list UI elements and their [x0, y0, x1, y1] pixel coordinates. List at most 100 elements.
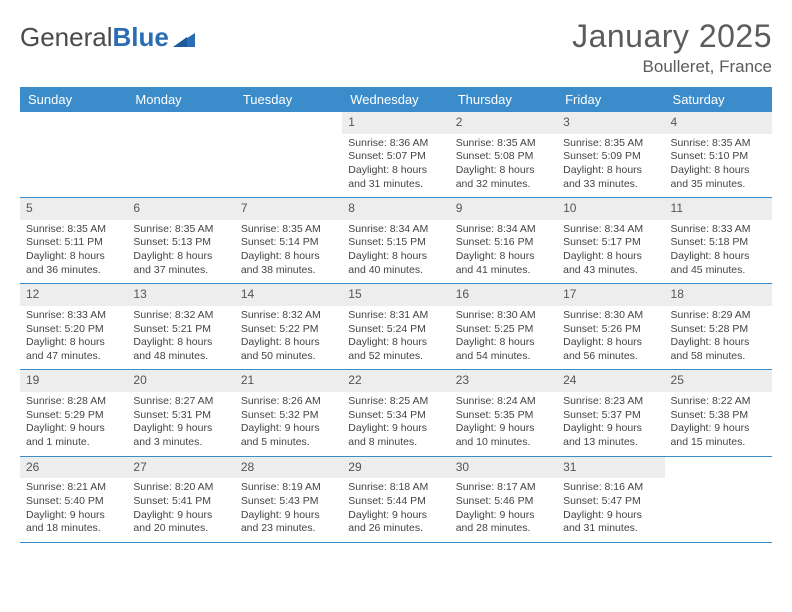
day-number: 5 — [20, 198, 127, 220]
weeks-container: 1Sunrise: 8:36 AMSunset: 5:07 PMDaylight… — [20, 112, 772, 543]
daylight-text: Daylight: 8 hours and 52 minutes. — [348, 336, 443, 363]
dayhead-sat: Saturday — [665, 87, 772, 112]
day-number: 15 — [342, 284, 449, 306]
sunrise-text: Sunrise: 8:32 AM — [133, 309, 228, 323]
sunrise-text: Sunrise: 8:25 AM — [348, 395, 443, 409]
sunrise-text: Sunrise: 8:19 AM — [241, 481, 336, 495]
daylight-text: Daylight: 8 hours and 58 minutes. — [671, 336, 766, 363]
day-content: Sunrise: 8:34 AMSunset: 5:15 PMDaylight:… — [342, 220, 449, 284]
day-number: 30 — [450, 457, 557, 479]
day-content: Sunrise: 8:35 AMSunset: 5:08 PMDaylight:… — [450, 134, 557, 198]
day-cell: 20Sunrise: 8:27 AMSunset: 5:31 PMDayligh… — [127, 370, 234, 455]
sunset-text: Sunset: 5:31 PM — [133, 409, 228, 423]
sunrise-text: Sunrise: 8:34 AM — [563, 223, 658, 237]
day-content: Sunrise: 8:17 AMSunset: 5:46 PMDaylight:… — [450, 478, 557, 542]
dayhead-tue: Tuesday — [235, 87, 342, 112]
sunset-text: Sunset: 5:32 PM — [241, 409, 336, 423]
sunrise-text: Sunrise: 8:35 AM — [671, 137, 766, 151]
sunset-text: Sunset: 5:46 PM — [456, 495, 551, 509]
sunrise-text: Sunrise: 8:35 AM — [133, 223, 228, 237]
day-cell: 1Sunrise: 8:36 AMSunset: 5:07 PMDaylight… — [342, 112, 449, 197]
week-row: 19Sunrise: 8:28 AMSunset: 5:29 PMDayligh… — [20, 370, 772, 456]
daylight-text: Daylight: 9 hours and 3 minutes. — [133, 422, 228, 449]
day-content: Sunrise: 8:34 AMSunset: 5:17 PMDaylight:… — [557, 220, 664, 284]
day-content: Sunrise: 8:27 AMSunset: 5:31 PMDaylight:… — [127, 392, 234, 456]
day-cell: 10Sunrise: 8:34 AMSunset: 5:17 PMDayligh… — [557, 198, 664, 283]
daylight-text: Daylight: 8 hours and 50 minutes. — [241, 336, 336, 363]
day-cell: 11Sunrise: 8:33 AMSunset: 5:18 PMDayligh… — [665, 198, 772, 283]
sunset-text: Sunset: 5:43 PM — [241, 495, 336, 509]
sunset-text: Sunset: 5:08 PM — [456, 150, 551, 164]
logo-triangle-icon — [173, 29, 195, 47]
daylight-text: Daylight: 8 hours and 33 minutes. — [563, 164, 658, 191]
day-number: 13 — [127, 284, 234, 306]
sunrise-text: Sunrise: 8:21 AM — [26, 481, 121, 495]
sunrise-text: Sunrise: 8:33 AM — [26, 309, 121, 323]
dayhead-wed: Wednesday — [342, 87, 449, 112]
day-content: Sunrise: 8:30 AMSunset: 5:26 PMDaylight:… — [557, 306, 664, 370]
day-content: Sunrise: 8:28 AMSunset: 5:29 PMDaylight:… — [20, 392, 127, 456]
day-number: 21 — [235, 370, 342, 392]
daylight-text: Daylight: 9 hours and 13 minutes. — [563, 422, 658, 449]
daylight-text: Daylight: 9 hours and 10 minutes. — [456, 422, 551, 449]
sunset-text: Sunset: 5:13 PM — [133, 236, 228, 250]
day-cell: 24Sunrise: 8:23 AMSunset: 5:37 PMDayligh… — [557, 370, 664, 455]
sunrise-text: Sunrise: 8:33 AM — [671, 223, 766, 237]
dayhead-fri: Friday — [557, 87, 664, 112]
sunset-text: Sunset: 5:28 PM — [671, 323, 766, 337]
day-number: 8 — [342, 198, 449, 220]
day-number: 2 — [450, 112, 557, 134]
day-cell: 6Sunrise: 8:35 AMSunset: 5:13 PMDaylight… — [127, 198, 234, 283]
daylight-text: Daylight: 8 hours and 43 minutes. — [563, 250, 658, 277]
day-cell: 31Sunrise: 8:16 AMSunset: 5:47 PMDayligh… — [557, 457, 664, 542]
daylight-text: Daylight: 8 hours and 31 minutes. — [348, 164, 443, 191]
day-number: 9 — [450, 198, 557, 220]
sunset-text: Sunset: 5:11 PM — [26, 236, 121, 250]
day-number: 10 — [557, 198, 664, 220]
day-cell: 3Sunrise: 8:35 AMSunset: 5:09 PMDaylight… — [557, 112, 664, 197]
week-row: 12Sunrise: 8:33 AMSunset: 5:20 PMDayligh… — [20, 284, 772, 370]
day-number: 28 — [235, 457, 342, 479]
day-number: 6 — [127, 198, 234, 220]
sunrise-text: Sunrise: 8:23 AM — [563, 395, 658, 409]
daylight-text: Daylight: 9 hours and 31 minutes. — [563, 509, 658, 536]
sunset-text: Sunset: 5:26 PM — [563, 323, 658, 337]
day-cell: 13Sunrise: 8:32 AMSunset: 5:21 PMDayligh… — [127, 284, 234, 369]
day-content: Sunrise: 8:24 AMSunset: 5:35 PMDaylight:… — [450, 392, 557, 456]
sunset-text: Sunset: 5:22 PM — [241, 323, 336, 337]
logo: GeneralBlue — [20, 18, 195, 53]
day-cell: 23Sunrise: 8:24 AMSunset: 5:35 PMDayligh… — [450, 370, 557, 455]
day-cell — [20, 112, 127, 197]
day-content: Sunrise: 8:32 AMSunset: 5:21 PMDaylight:… — [127, 306, 234, 370]
sunrise-text: Sunrise: 8:28 AM — [26, 395, 121, 409]
day-cell: 21Sunrise: 8:26 AMSunset: 5:32 PMDayligh… — [235, 370, 342, 455]
sunrise-text: Sunrise: 8:34 AM — [348, 223, 443, 237]
sunrise-text: Sunrise: 8:32 AM — [241, 309, 336, 323]
day-number — [235, 112, 342, 118]
sunrise-text: Sunrise: 8:35 AM — [563, 137, 658, 151]
daylight-text: Daylight: 9 hours and 20 minutes. — [133, 509, 228, 536]
sunset-text: Sunset: 5:29 PM — [26, 409, 121, 423]
daylight-text: Daylight: 8 hours and 40 minutes. — [348, 250, 443, 277]
day-number: 1 — [342, 112, 449, 134]
sunset-text: Sunset: 5:40 PM — [26, 495, 121, 509]
day-cell: 9Sunrise: 8:34 AMSunset: 5:16 PMDaylight… — [450, 198, 557, 283]
daylight-text: Daylight: 8 hours and 38 minutes. — [241, 250, 336, 277]
daylight-text: Daylight: 9 hours and 8 minutes. — [348, 422, 443, 449]
day-cell: 19Sunrise: 8:28 AMSunset: 5:29 PMDayligh… — [20, 370, 127, 455]
sunrise-text: Sunrise: 8:22 AM — [671, 395, 766, 409]
daylight-text: Daylight: 8 hours and 41 minutes. — [456, 250, 551, 277]
day-content: Sunrise: 8:35 AMSunset: 5:14 PMDaylight:… — [235, 220, 342, 284]
sunset-text: Sunset: 5:15 PM — [348, 236, 443, 250]
day-content: Sunrise: 8:19 AMSunset: 5:43 PMDaylight:… — [235, 478, 342, 542]
day-content: Sunrise: 8:35 AMSunset: 5:10 PMDaylight:… — [665, 134, 772, 198]
sunrise-text: Sunrise: 8:36 AM — [348, 137, 443, 151]
day-content: Sunrise: 8:35 AMSunset: 5:11 PMDaylight:… — [20, 220, 127, 284]
day-content: Sunrise: 8:31 AMSunset: 5:24 PMDaylight:… — [342, 306, 449, 370]
week-row: 1Sunrise: 8:36 AMSunset: 5:07 PMDaylight… — [20, 112, 772, 198]
day-content: Sunrise: 8:34 AMSunset: 5:16 PMDaylight:… — [450, 220, 557, 284]
day-content: Sunrise: 8:20 AMSunset: 5:41 PMDaylight:… — [127, 478, 234, 542]
daylight-text: Daylight: 9 hours and 26 minutes. — [348, 509, 443, 536]
day-number: 4 — [665, 112, 772, 134]
logo-text-1: General — [20, 22, 113, 53]
